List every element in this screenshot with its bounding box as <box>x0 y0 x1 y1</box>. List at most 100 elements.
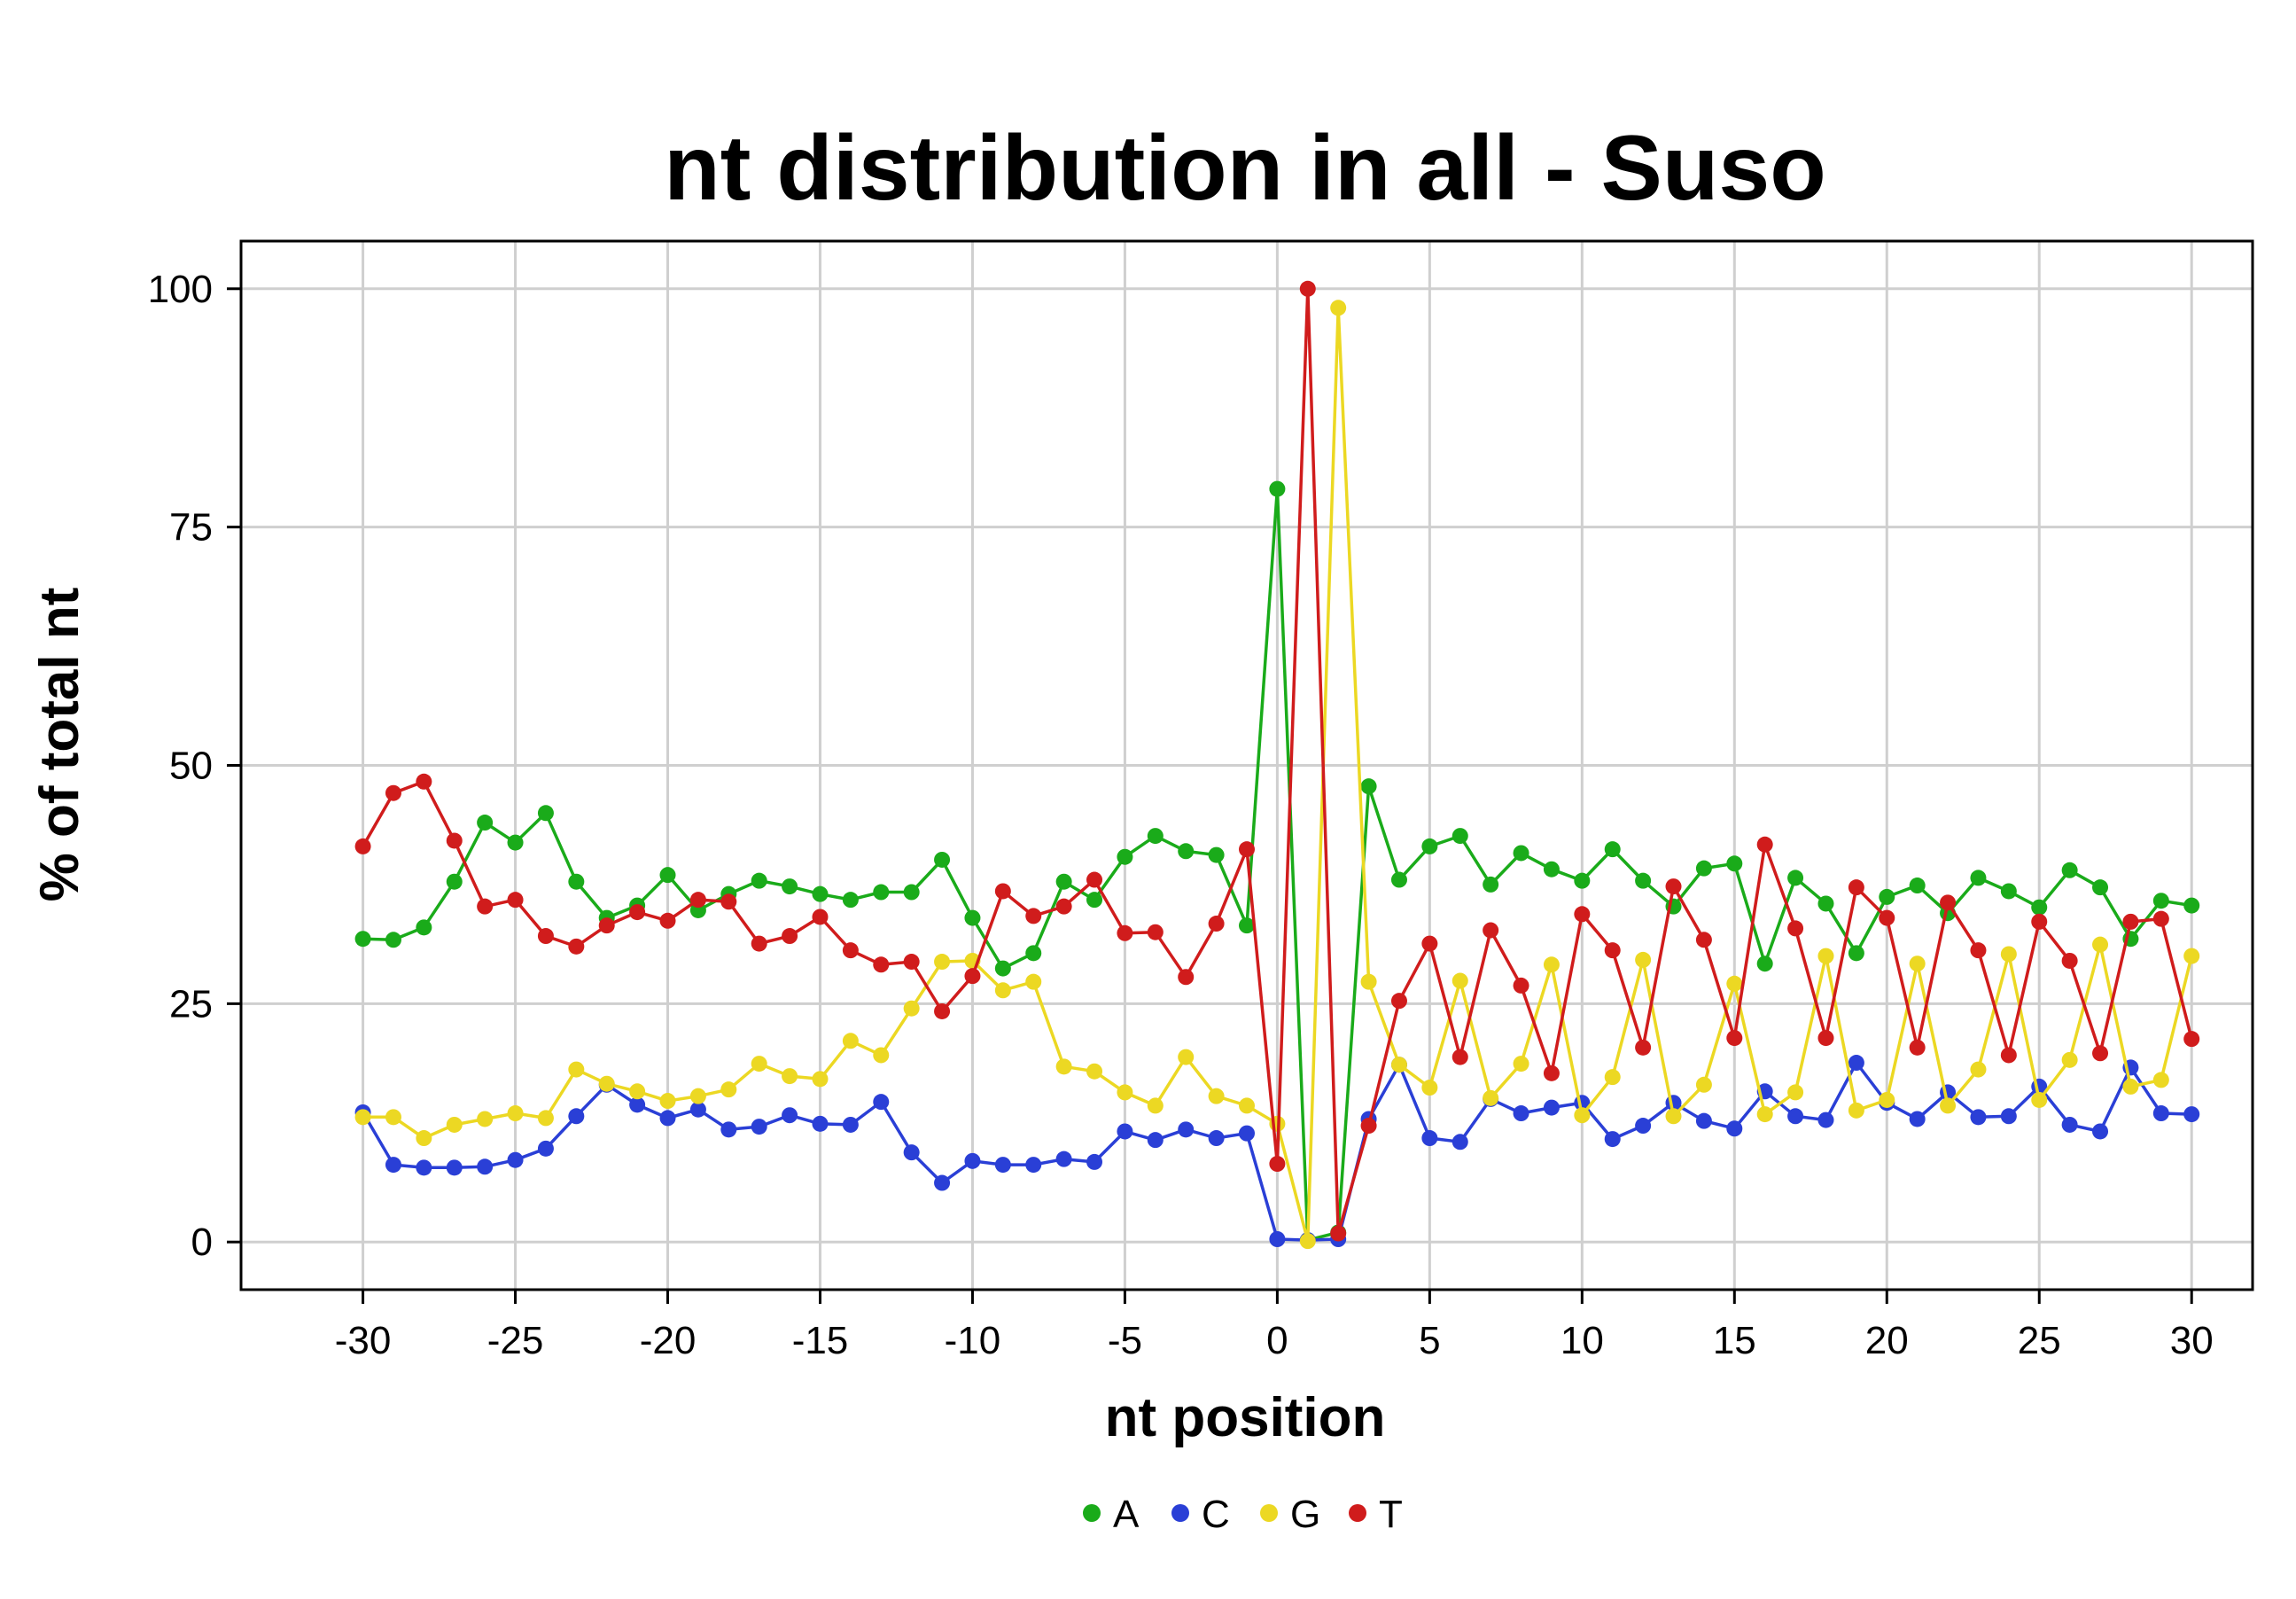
data-point-A <box>934 851 951 868</box>
data-point-A <box>751 872 767 889</box>
data-point-A <box>1909 878 1926 894</box>
data-point-A <box>2000 883 2017 900</box>
data-point-A <box>2031 899 2048 916</box>
data-point-C <box>1787 1108 1804 1125</box>
data-point-A <box>1452 828 1468 845</box>
data-point-A <box>1239 917 1255 934</box>
data-point-C <box>1817 1112 1834 1128</box>
data-point-T <box>2000 1047 2017 1064</box>
legend-label: C <box>1202 1493 1230 1536</box>
y-tick-label: 25 <box>169 982 213 1026</box>
data-point-T <box>2152 910 2169 927</box>
x-tick-label: -25 <box>487 1319 544 1362</box>
y-axis-title: % of total nt <box>29 588 90 902</box>
data-point-G <box>1513 1056 1529 1072</box>
data-point-T <box>1909 1039 1926 1056</box>
data-point-T <box>1817 1030 1834 1047</box>
data-point-A <box>1269 480 1286 497</box>
data-point-A <box>1787 870 1804 886</box>
data-point-A <box>873 884 890 901</box>
data-point-T <box>934 1002 951 1019</box>
data-point-C <box>1543 1099 1560 1116</box>
data-point-A <box>1695 860 1712 877</box>
data-point-T <box>1635 1039 1652 1056</box>
data-point-A <box>1147 828 1164 845</box>
data-point-C <box>2000 1108 2017 1125</box>
data-point-G <box>1604 1069 1621 1086</box>
y-tick-label: 100 <box>148 268 213 311</box>
data-point-G <box>1239 1097 1255 1114</box>
data-point-T <box>1178 969 1195 986</box>
data-point-G <box>1330 300 1347 316</box>
data-point-T <box>1147 924 1164 940</box>
legend-label: A <box>1113 1493 1140 1536</box>
data-point-G <box>1543 956 1560 973</box>
data-point-T <box>1483 922 1499 939</box>
data-point-G <box>2183 948 2200 964</box>
x-tick-label: 10 <box>1561 1319 1604 1362</box>
data-point-T <box>1940 894 1957 911</box>
data-point-G <box>1452 972 1468 989</box>
data-point-G <box>1178 1049 1195 1065</box>
data-point-A <box>2061 862 2078 878</box>
data-point-C <box>659 1110 676 1127</box>
x-tick-label: -10 <box>945 1319 1001 1362</box>
data-point-T <box>2183 1031 2200 1048</box>
data-point-T <box>1665 878 1682 895</box>
data-point-G <box>385 1109 401 1126</box>
data-point-T <box>1269 1156 1286 1173</box>
data-point-C <box>720 1121 737 1138</box>
data-point-A <box>1726 855 1743 872</box>
data-point-C <box>1452 1134 1468 1150</box>
legend-item-T: T <box>1349 1493 1403 1536</box>
data-point-G <box>1390 1057 1407 1073</box>
data-point-G <box>598 1075 615 1092</box>
data-point-C <box>1269 1231 1286 1248</box>
data-point-A <box>1635 872 1652 889</box>
legend-item-C: C <box>1171 1493 1230 1536</box>
data-point-C <box>1055 1150 1072 1167</box>
legend-label: T <box>1379 1493 1403 1536</box>
data-point-A <box>416 919 432 936</box>
data-point-G <box>1665 1108 1682 1125</box>
data-point-T <box>659 912 676 929</box>
data-point-G <box>354 1109 371 1126</box>
data-point-C <box>2152 1105 2169 1122</box>
x-axis-title: nt position <box>1105 1387 1386 1448</box>
legend-marker <box>1260 1504 1278 1522</box>
x-tick-label: -15 <box>792 1319 849 1362</box>
data-point-A <box>994 960 1011 977</box>
data-point-C <box>1025 1157 1042 1174</box>
data-point-T <box>1970 942 1987 959</box>
data-point-A <box>1513 845 1529 862</box>
data-point-T <box>385 784 401 801</box>
data-point-A <box>1390 871 1407 888</box>
legend-item-G: G <box>1260 1493 1320 1536</box>
data-point-T <box>782 928 798 945</box>
data-point-G <box>1360 973 1377 990</box>
data-point-C <box>1421 1130 1438 1147</box>
data-point-C <box>964 1152 981 1169</box>
x-tick-label: 30 <box>2170 1319 2214 1362</box>
data-point-T <box>1299 280 1316 297</box>
data-point-C <box>1178 1121 1195 1138</box>
data-point-C <box>1208 1130 1225 1147</box>
data-point-A <box>842 892 859 909</box>
data-point-A <box>903 884 920 901</box>
data-point-G <box>507 1105 524 1122</box>
data-point-G <box>629 1083 646 1100</box>
legend-marker <box>1171 1504 1189 1522</box>
data-point-C <box>568 1108 585 1125</box>
data-point-G <box>934 954 951 971</box>
data-point-A <box>2183 897 2200 914</box>
data-point-A <box>1086 892 1103 909</box>
data-point-C <box>1604 1131 1621 1148</box>
data-point-T <box>2092 1045 2109 1062</box>
axis-ticks: -30 -25 -20 -15 -10 -5 0 5 10 15 20 25 30 0 25 50 75 100 <box>148 268 2214 1362</box>
series-lines <box>354 280 2200 1250</box>
data-point-A <box>1848 945 1864 962</box>
data-point-C <box>782 1107 798 1124</box>
data-point-G <box>842 1033 859 1049</box>
